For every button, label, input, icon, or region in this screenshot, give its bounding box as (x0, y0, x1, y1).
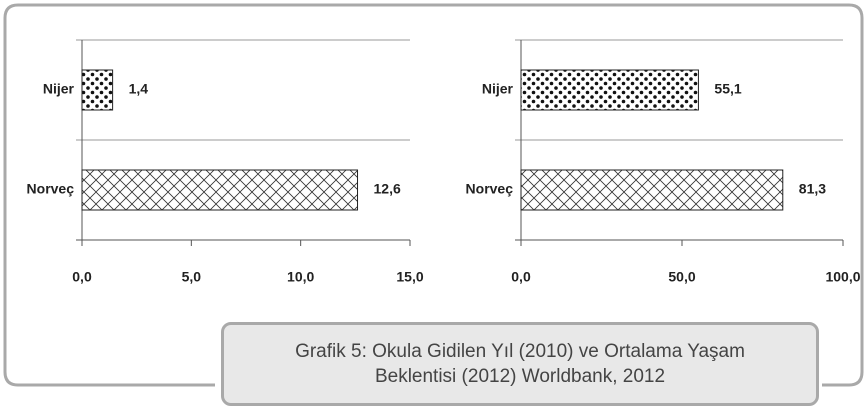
value-label: 1,4 (129, 81, 149, 97)
value-label: 12,6 (374, 181, 401, 197)
value-label: 55,1 (714, 81, 741, 97)
x-tick-label: 5,0 (182, 269, 202, 285)
x-tick-label: 15,0 (396, 269, 423, 285)
x-tick-label: 10,0 (287, 269, 314, 285)
frame (3, 3, 864, 387)
bar (81, 169, 359, 211)
x-tick-label: 100,0 (825, 269, 860, 285)
x-tick-label: 0,0 (72, 269, 92, 285)
value-label: 81,3 (799, 181, 826, 197)
x-tick-label: 0,0 (511, 269, 531, 285)
category-label: Norveç (466, 181, 514, 197)
bar (520, 169, 784, 211)
bar (81, 69, 114, 111)
caption: Grafik 5: Okula Gidilen Yıl (2010) ve Or… (221, 322, 819, 406)
bar (520, 69, 699, 111)
category-label: Norveç (27, 181, 75, 197)
x-tick-label: 50,0 (668, 269, 695, 285)
category-label: Nijer (482, 81, 514, 97)
category-label: Nijer (43, 81, 75, 97)
